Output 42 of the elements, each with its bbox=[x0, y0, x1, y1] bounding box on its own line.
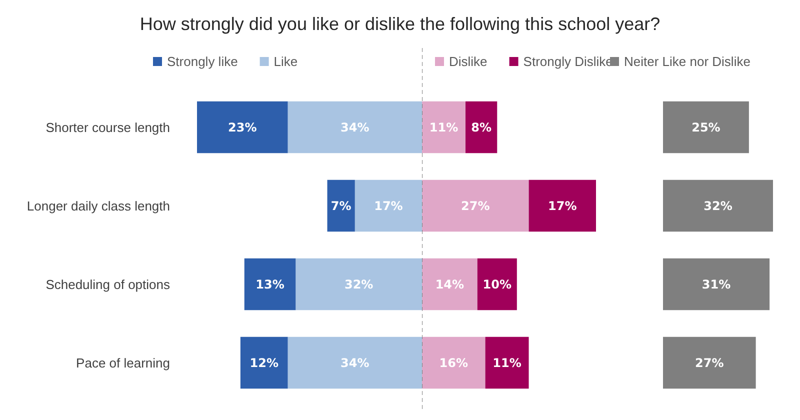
data-label: 12% bbox=[250, 356, 278, 370]
data-label: 34% bbox=[340, 120, 370, 134]
bar bbox=[663, 180, 773, 232]
data-label: 27% bbox=[695, 356, 724, 370]
legend-label: Dislike bbox=[449, 54, 488, 69]
data-label: 23% bbox=[228, 120, 257, 134]
data-label: 17% bbox=[374, 198, 403, 213]
bar bbox=[477, 258, 517, 310]
chart-title: How strongly did you like or dislike the following this school year? bbox=[140, 14, 660, 34]
data-label: 32% bbox=[344, 277, 374, 292]
data-label: 7% bbox=[330, 198, 352, 213]
bar bbox=[422, 101, 466, 154]
y-tick-label: Pace of learning bbox=[76, 355, 170, 370]
data-label: 14% bbox=[435, 277, 464, 292]
data-label: 11% bbox=[429, 120, 458, 134]
legend-label: Neiter Like nor Dislike bbox=[624, 54, 750, 69]
data-label: 27% bbox=[461, 198, 490, 213]
bar bbox=[244, 258, 296, 310]
data-label: 10% bbox=[482, 277, 512, 292]
data-label: 25% bbox=[692, 120, 720, 134]
bar bbox=[485, 336, 529, 389]
bar bbox=[327, 180, 355, 232]
data-label: 34% bbox=[340, 356, 370, 370]
y-tick-label: Shorter course length bbox=[46, 120, 170, 135]
data-label: 8% bbox=[471, 120, 492, 134]
y-tick-label: Longer daily class length bbox=[26, 198, 170, 214]
bar bbox=[466, 101, 498, 154]
data-label: 31% bbox=[702, 277, 731, 292]
bar bbox=[240, 336, 288, 389]
legend-label: Like bbox=[274, 54, 298, 69]
data-label: 32% bbox=[704, 198, 732, 213]
data-label: 11% bbox=[492, 356, 522, 370]
bar bbox=[197, 101, 288, 154]
bar bbox=[528, 180, 596, 232]
data-label: 17% bbox=[548, 198, 577, 213]
legend-label: Strongly like bbox=[167, 54, 238, 69]
bar bbox=[663, 101, 749, 154]
bar bbox=[663, 258, 770, 310]
bar bbox=[663, 336, 756, 389]
y-tick-label: Scheduling of options bbox=[46, 276, 170, 292]
data-label: 13% bbox=[256, 277, 284, 292]
data-label: 16% bbox=[439, 356, 468, 370]
